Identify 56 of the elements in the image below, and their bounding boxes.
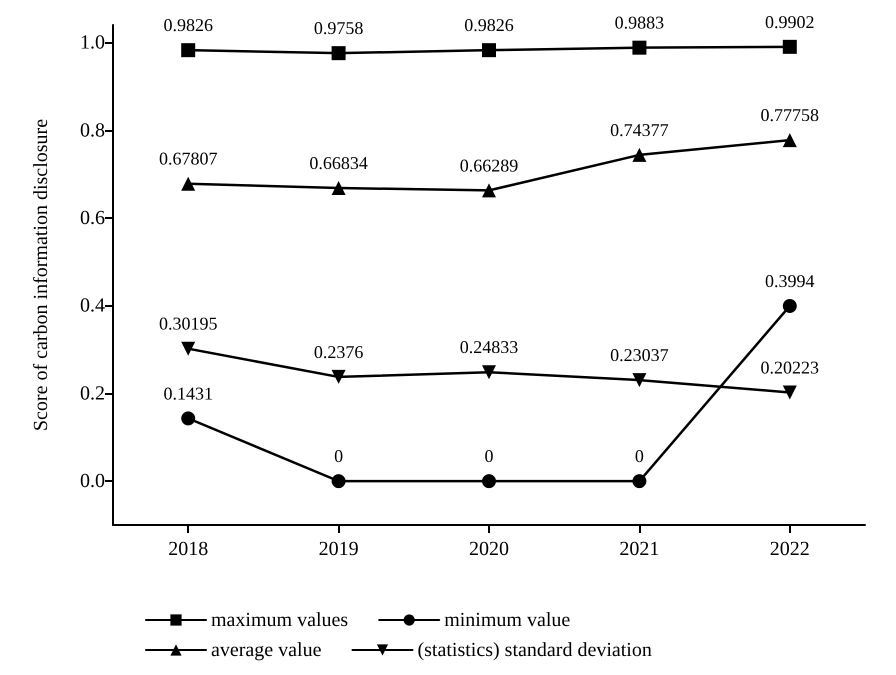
data-label: 0.1431 [163,383,213,404]
x-tick-label: 2018 [168,538,208,560]
point [482,183,496,198]
data-label: 0.9758 [314,18,364,38]
point [181,342,196,356]
data-label: 0.9883 [614,12,664,33]
data-label: 0 [334,446,344,466]
y-tick-label: 0.4 [80,294,105,317]
data-label: 0.66289 [460,155,518,176]
y-tick-label: 0.8 [80,119,105,142]
data-label: 0.30195 [158,314,218,334]
point [181,176,196,191]
point [782,298,797,313]
legend-label: minimum value [444,609,570,631]
point [632,474,646,488]
point [782,385,797,400]
data-label: 0.9826 [163,15,213,36]
point [482,474,496,488]
point [332,181,346,196]
data-label: 0.2376 [314,342,364,362]
x-tick-label: 2020 [469,538,509,560]
point [332,46,346,60]
data-label: 0.74377 [610,120,669,140]
y-tick-label: 0.6 [80,206,105,229]
point [181,411,196,426]
data-label: 0.9902 [765,12,815,32]
data-label: 0 [484,446,494,466]
data-label: 0.23037 [610,345,669,366]
legend-label: (statistics) standard deviation [417,639,652,661]
y-tick-label: 0.0 [80,470,105,492]
data-label: 0.9826 [464,15,514,36]
point [332,370,346,384]
legend-label: maximum values [211,609,348,631]
y-tick-label: 1.0 [80,32,105,54]
point [332,474,346,488]
point [782,133,797,148]
point [482,365,496,380]
point [632,148,646,162]
data-label: 0.67807 [158,148,218,169]
point [632,40,646,55]
point [632,373,646,388]
y-axis-title: Score of carbon information disclosure [30,118,52,432]
x-tick-label: 2019 [318,538,359,560]
point [782,40,797,54]
x-tick-label: 2022 [770,538,810,560]
y-tick-label: 0.2 [80,382,105,404]
data-label: 0 [634,446,644,466]
point [181,43,196,58]
data-label: 0.66834 [309,153,368,174]
legend-label: average value [211,639,322,661]
point [482,43,496,58]
data-label: 0.24833 [460,337,518,358]
x-tick-label: 2021 [619,538,660,560]
data-label: 0.77758 [760,105,820,126]
data-label: 0.3994 [765,270,815,291]
data-label: 0.20223 [760,357,820,378]
